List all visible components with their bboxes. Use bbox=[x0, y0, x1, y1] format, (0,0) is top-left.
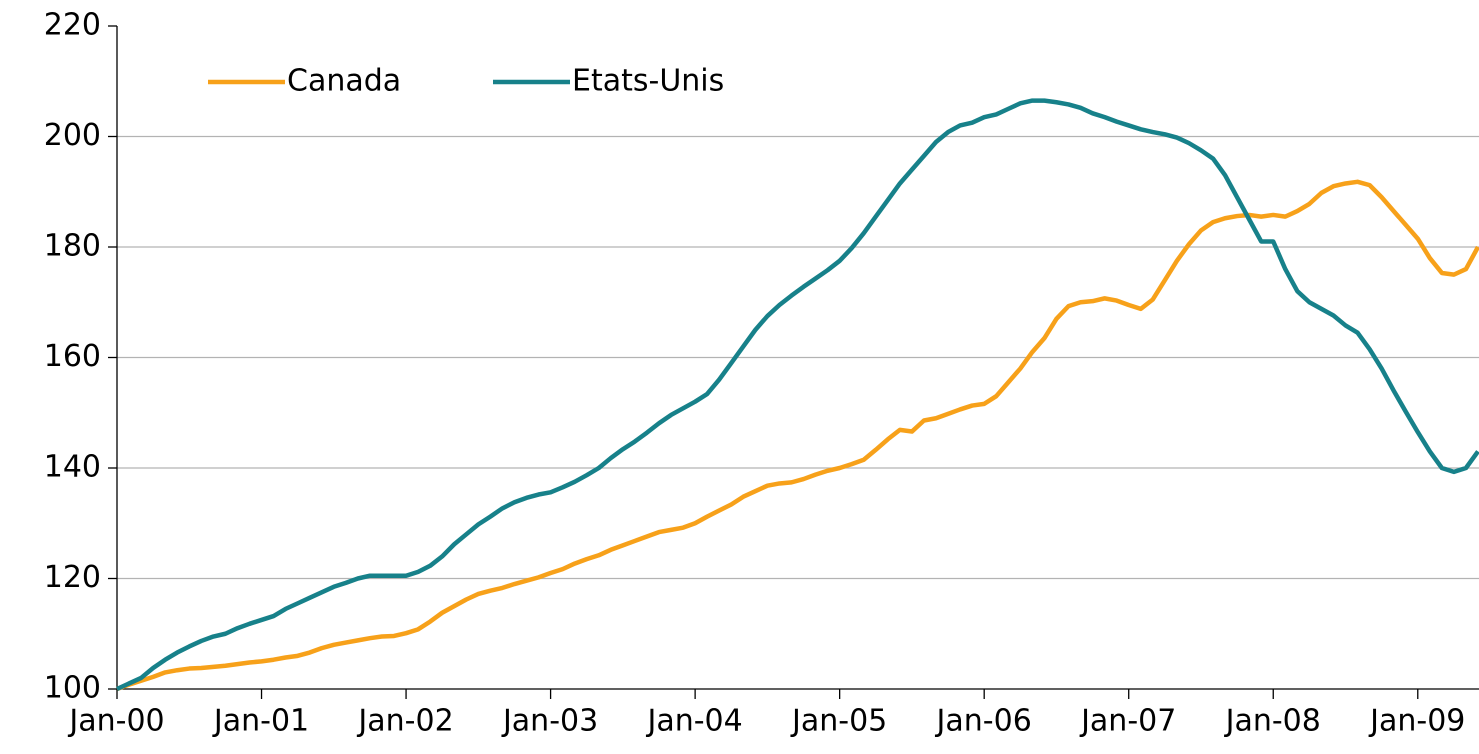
x-tick-label: Jan-05 bbox=[790, 704, 887, 739]
y-tick-label: 180 bbox=[44, 229, 101, 264]
y-tick-label: 160 bbox=[44, 339, 101, 374]
x-tick-label: Jan-02 bbox=[356, 704, 453, 739]
y-tick-label: 120 bbox=[44, 560, 101, 595]
legend-label: Canada bbox=[287, 64, 401, 99]
x-tick-label: Jan-00 bbox=[67, 704, 164, 739]
x-tick-label: Jan-07 bbox=[1079, 704, 1176, 739]
x-tick-label: Jan-09 bbox=[1368, 704, 1465, 739]
x-tick-label: Jan-08 bbox=[1224, 704, 1321, 739]
y-tick-label: 220 bbox=[44, 8, 101, 43]
line-series bbox=[116, 179, 1479, 692]
legend-label: Etats-Unis bbox=[572, 64, 724, 99]
x-tick-label: Jan-01 bbox=[212, 704, 309, 739]
y-tick-label: 100 bbox=[44, 671, 101, 706]
y-tick-label: 140 bbox=[44, 450, 101, 485]
y-tick-label: 200 bbox=[44, 118, 101, 153]
x-tick-label: Jan-03 bbox=[501, 704, 598, 739]
x-tick-label: Jan-04 bbox=[645, 704, 742, 739]
x-tick-label: Jan-06 bbox=[935, 704, 1032, 739]
line-series bbox=[116, 98, 1479, 692]
